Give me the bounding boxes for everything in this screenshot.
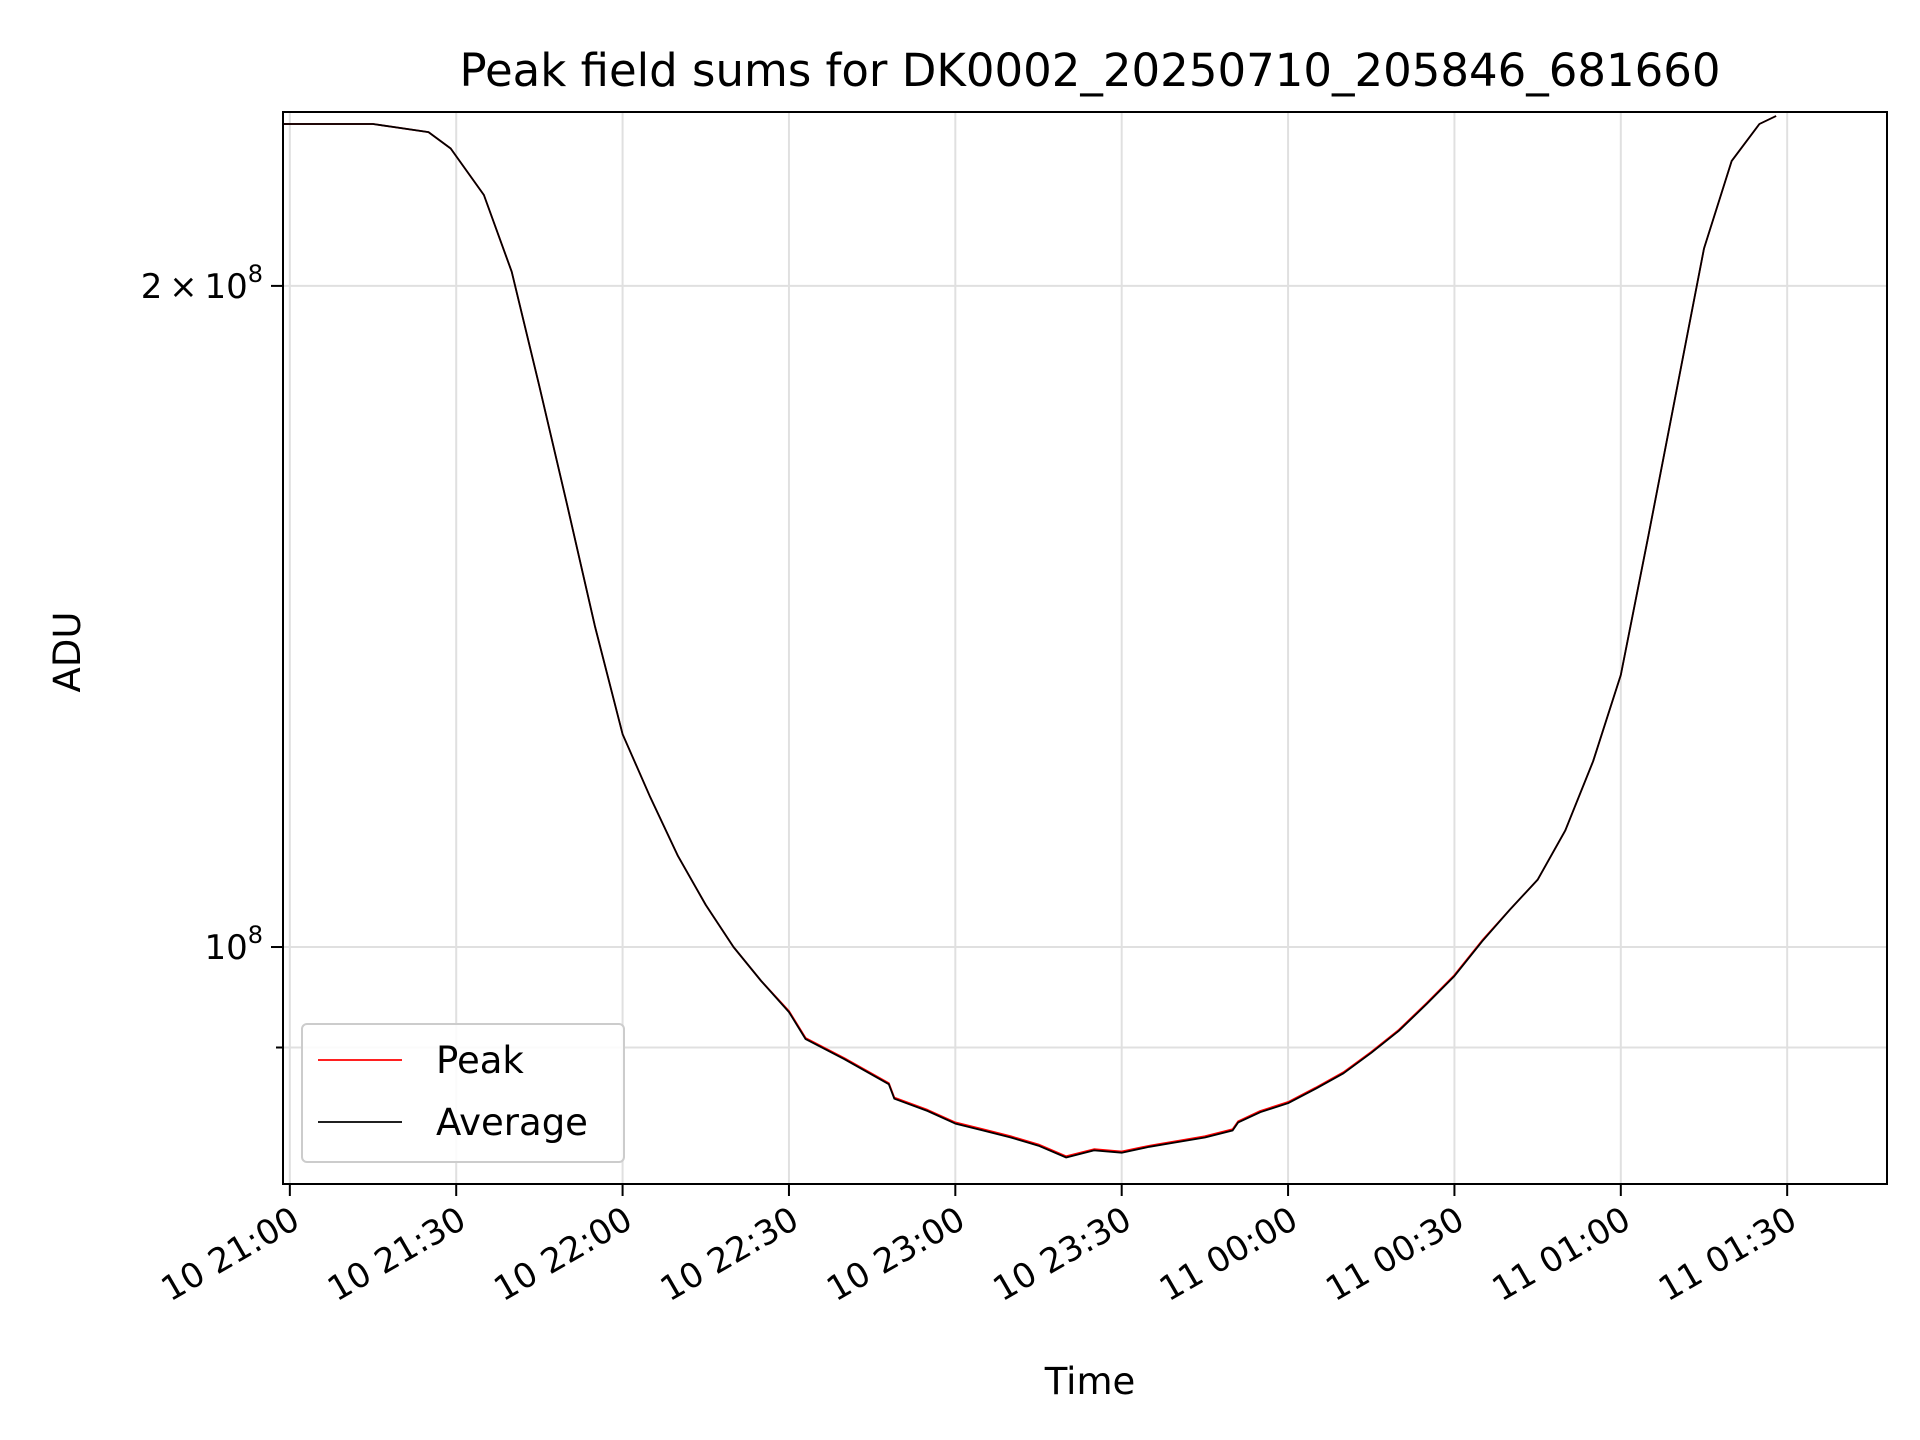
legend-box [301,1023,625,1163]
y-tick-label: 108 [204,921,263,968]
y-tick-label: 2 × 108 [141,260,263,307]
grid [283,112,1887,1184]
legend-label-peak: Peak [436,1039,524,1082]
legend-label-average: Average [436,1101,588,1144]
y-tick-exponent: 8 [248,921,263,949]
y-tick-exponent: 8 [248,260,263,288]
x-axis-label: Time [1044,1360,1136,1403]
y-tick-base: 2 × 10 [141,267,248,307]
chart-title: Peak field sums for DK0002_20250710_2058… [459,44,1720,97]
legend: Peak Average [301,1023,625,1163]
series-lines [283,115,1777,1159]
y-tick-base: 10 [204,928,247,968]
y-axis-label: ADU [46,612,89,693]
plot-area-frame [282,111,1888,1185]
series-line-average [283,115,1777,1159]
